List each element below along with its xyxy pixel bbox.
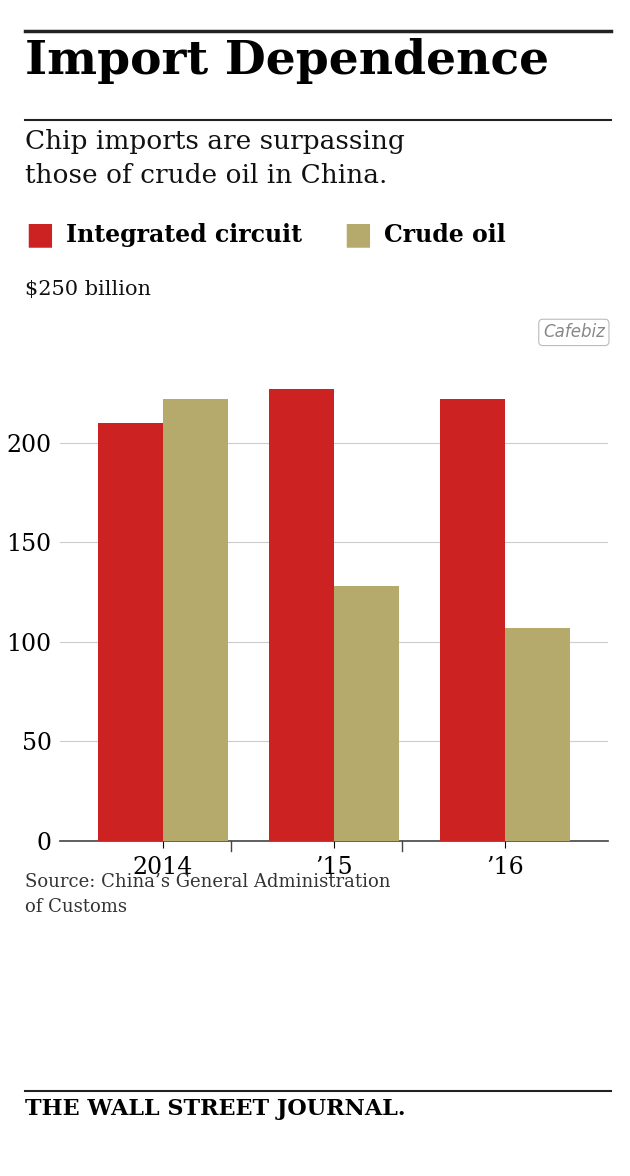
Text: ■: ■ xyxy=(25,221,54,249)
Text: $250 billion: $250 billion xyxy=(25,280,151,299)
Text: THE WALL STREET JOURNAL.: THE WALL STREET JOURNAL. xyxy=(25,1098,406,1121)
Text: Import Dependence: Import Dependence xyxy=(25,38,549,83)
Text: Source: China’s General Administration
of Customs: Source: China’s General Administration o… xyxy=(25,873,391,916)
Bar xyxy=(269,389,334,841)
Text: Cafebiz: Cafebiz xyxy=(543,323,605,341)
Bar xyxy=(505,628,570,841)
Bar xyxy=(334,586,399,841)
Bar xyxy=(440,399,505,841)
Bar xyxy=(163,399,227,841)
Text: ■: ■ xyxy=(343,221,372,249)
Text: Chip imports are surpassing
those of crude oil in China.: Chip imports are surpassing those of cru… xyxy=(25,129,405,188)
Text: Crude oil: Crude oil xyxy=(384,223,506,247)
Bar xyxy=(98,423,163,841)
Text: Integrated circuit: Integrated circuit xyxy=(66,223,302,247)
